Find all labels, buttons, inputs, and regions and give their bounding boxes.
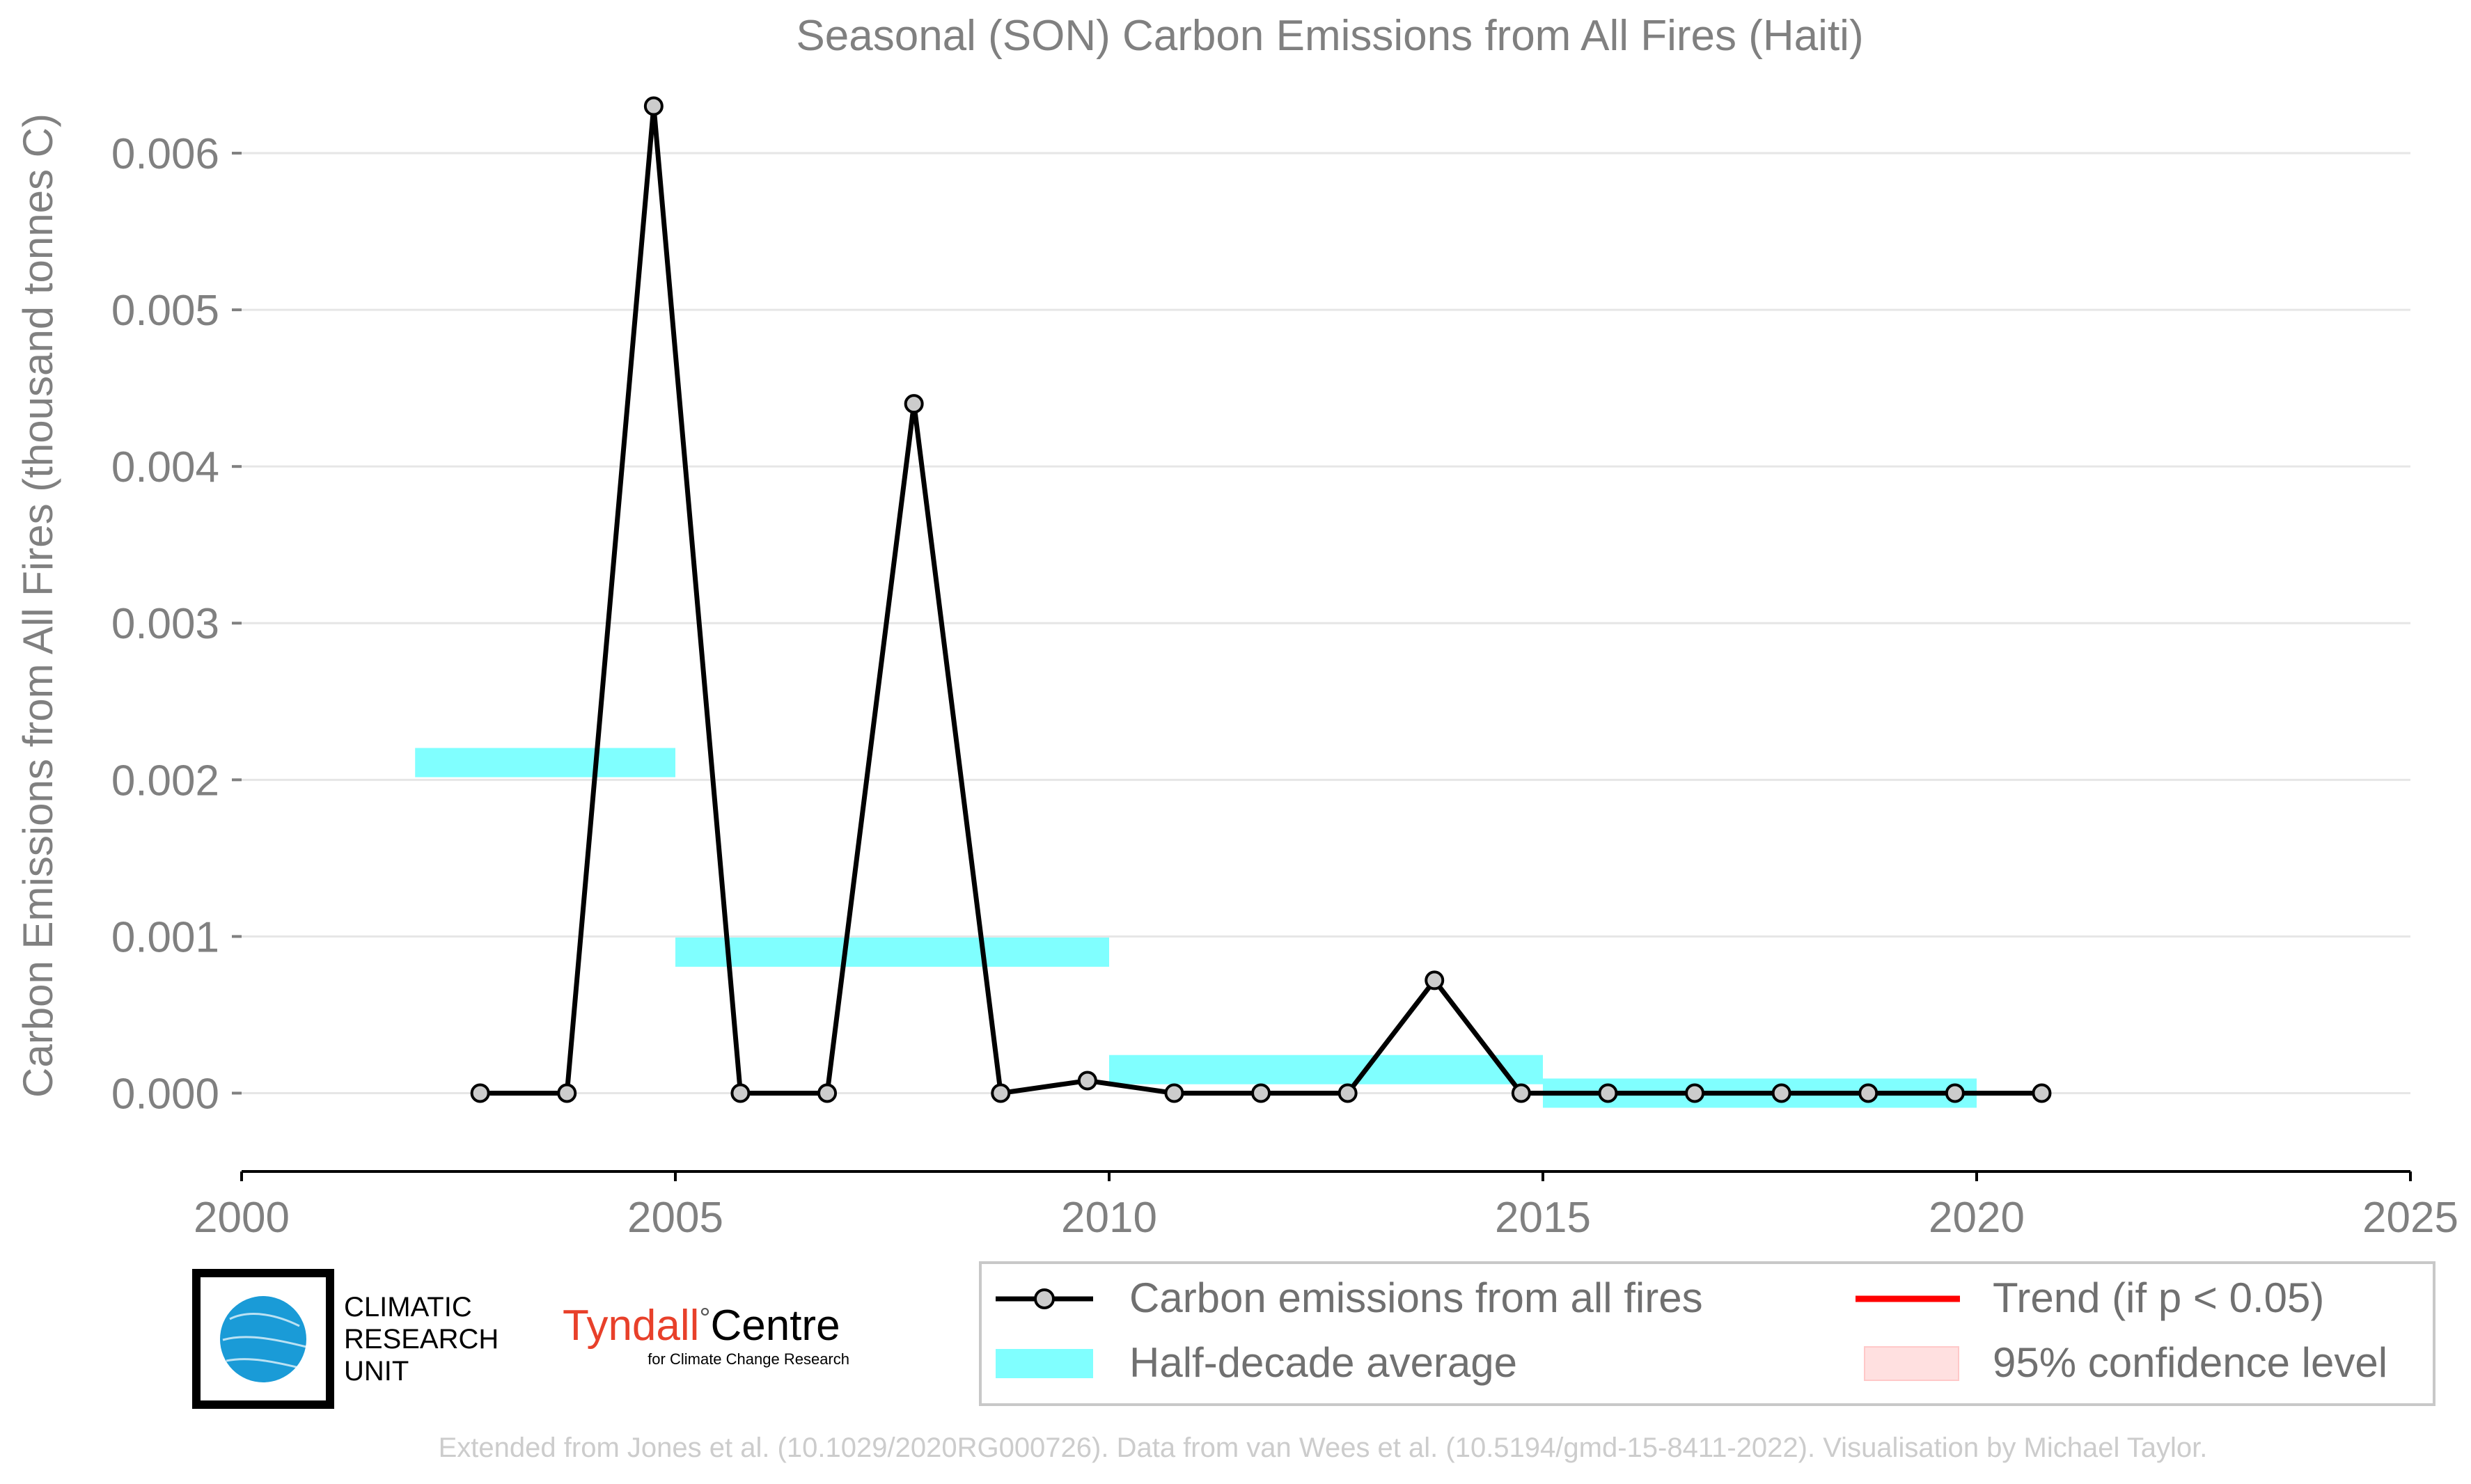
emissions-point — [1858, 1083, 1878, 1103]
tyndall-logo-sub: for Climate Change Research — [648, 1350, 849, 1368]
emissions-point — [1945, 1083, 1965, 1103]
half-decade-average-bar — [675, 937, 1109, 967]
y-tick-label: 0.004 — [111, 443, 219, 491]
x-tick-label: 2015 — [1495, 1194, 1591, 1242]
legend: Carbon emissions from all fires Trend (i… — [979, 1261, 2435, 1406]
gridlines — [242, 152, 2410, 1094]
half-decade-average-bar — [415, 748, 675, 777]
legend-frame — [979, 1261, 2435, 1406]
emissions-point — [1425, 970, 1445, 990]
series-line-group — [470, 96, 2052, 1103]
cru-logo-text-3: UNIT — [344, 1356, 409, 1387]
emissions-point — [1771, 1083, 1791, 1103]
emissions-point — [470, 1083, 490, 1103]
emissions-point — [1338, 1083, 1358, 1103]
emissions-point — [904, 394, 924, 414]
cru-logo-text-2: RESEARCH — [344, 1324, 499, 1355]
emissions-point — [1598, 1083, 1618, 1103]
legend-confidence-swatch — [1864, 1346, 1959, 1381]
cru-logo: CLIMATIC RESEARCH UNIT — [192, 1269, 499, 1409]
x-tick-label: 2005 — [627, 1194, 723, 1242]
emissions-point — [817, 1083, 838, 1103]
emissions-point — [1164, 1083, 1184, 1103]
x-tick-label: 2020 — [1929, 1194, 2025, 1242]
tyndall-logo-centre: Centre — [710, 1302, 840, 1350]
legend-label-confidence: 95% confidence level — [1993, 1339, 2387, 1386]
cru-frame-right — [232, 1269, 334, 1409]
y-tick-label: 0.002 — [111, 757, 219, 805]
cru-globe-icon — [220, 1296, 306, 1382]
cru-logo-text-1: CLIMATIC — [344, 1292, 472, 1323]
emissions-point — [1251, 1083, 1271, 1103]
y-tick-label: 0.000 — [111, 1070, 219, 1118]
y-tick-label: 0.001 — [111, 913, 219, 961]
y-tick-label: 0.003 — [111, 600, 219, 648]
y-tick-label: 0.005 — [111, 287, 219, 335]
cru-frame-left — [192, 1269, 295, 1409]
emissions-point — [557, 1083, 577, 1103]
emissions-point — [991, 1083, 1011, 1103]
emissions-point — [643, 96, 664, 116]
y-tick-label: 0.006 — [111, 130, 219, 178]
emissions-point — [2032, 1083, 2052, 1103]
emissions-point — [1511, 1083, 1531, 1103]
x-tick-label: 2010 — [1061, 1194, 1157, 1242]
emissions-point — [1685, 1083, 1705, 1103]
emissions-point — [730, 1083, 751, 1103]
x-tick-label: 2025 — [2362, 1194, 2458, 1242]
half-decade-average-bars — [415, 748, 1977, 1108]
emissions-point — [1077, 1071, 1097, 1091]
legend-label-trend: Trend (if p < 0.05) — [1993, 1274, 2324, 1321]
y-axis-label: Carbon Emissions from All Fires (thousan… — [15, 113, 61, 1098]
tyndall-logo-text: Tyndall°Centre — [563, 1302, 840, 1350]
legend-marker-swatch — [1034, 1288, 1055, 1309]
legend-label-average: Half-decade average — [1129, 1339, 1517, 1386]
axes: 0.000 0.001 0.002 0.003 0.004 0.005 0.006 2000 2… — [111, 130, 2458, 1242]
legend-average-swatch — [996, 1349, 1093, 1378]
legend-label-emissions: Carbon emissions from all fires — [1129, 1274, 1703, 1321]
tyndall-logo-degree: ° — [699, 1303, 710, 1334]
tyndall-logo-main: Tyndall — [563, 1302, 699, 1350]
tyndall-logo: Tyndall°Centre for Climate Change Resear… — [563, 1302, 849, 1368]
half-decade-average-bar — [1109, 1055, 1543, 1084]
chart-title: Seasonal (SON) Carbon Emissions from All… — [796, 12, 1863, 60]
cru-globe-lines-icon — [222, 1313, 307, 1369]
x-tick-label: 2000 — [194, 1194, 290, 1242]
credit-text: Extended from Jones et al. (10.1029/2020… — [439, 1432, 2208, 1463]
